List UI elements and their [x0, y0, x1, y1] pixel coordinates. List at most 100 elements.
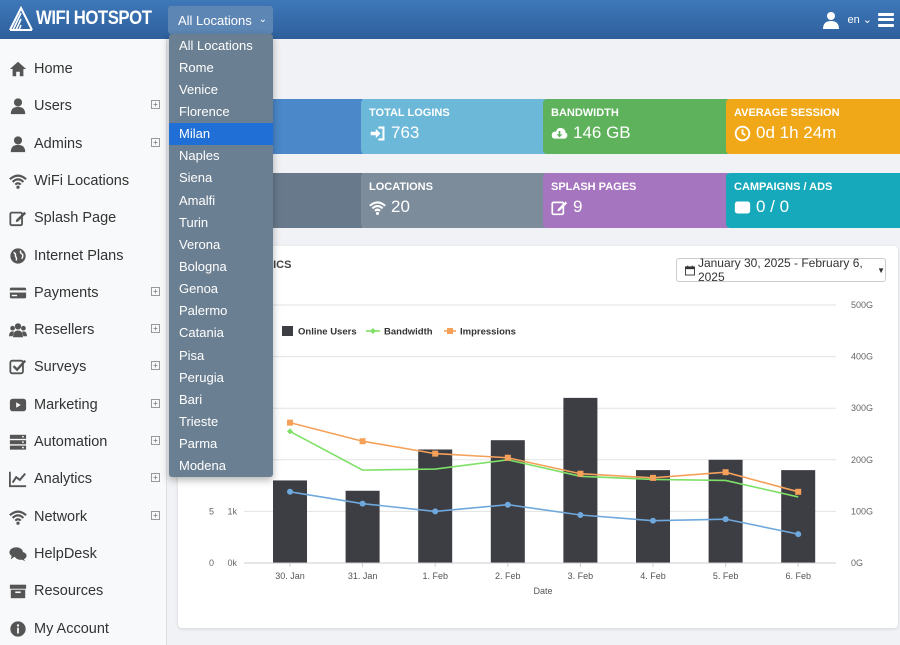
sidebar-item-my-account[interactable]: My Account: [0, 613, 167, 645]
location-option[interactable]: Florence: [179, 103, 230, 119]
location-select[interactable]: All Locations ⌄: [168, 6, 273, 34]
sidebar-item-resources[interactable]: Resources: [0, 575, 167, 607]
chart-point: [287, 428, 293, 435]
x-axis-tick-label: 30. Jan: [275, 571, 305, 581]
expand-icon[interactable]: +: [151, 473, 160, 483]
sidebar-item-label: Payments: [34, 284, 99, 301]
sidebar-item-users[interactable]: Users +: [0, 90, 167, 122]
sidebar-item-surveys[interactable]: Surveys +: [0, 351, 167, 383]
location-option[interactable]: Bari: [179, 391, 203, 407]
sidebar-item-admins[interactable]: Admins +: [0, 128, 167, 160]
expand-icon[interactable]: +: [151, 286, 160, 296]
location-option[interactable]: Pisa: [179, 347, 205, 363]
stat-card[interactable]: AVERAGE SESSION 0d 1h 24m: [726, 99, 900, 154]
expand-icon[interactable]: +: [151, 398, 160, 408]
x-axis-tick-label: 4. Feb: [640, 571, 666, 581]
location-option[interactable]: Naples: [179, 148, 220, 164]
location-option[interactable]: Bologna: [179, 259, 227, 274]
date-range-picker[interactable]: January 30, 2025 - February 6, 2025 ▼: [676, 256, 886, 284]
sidebar-item-helpdesk[interactable]: HelpDesk: [0, 538, 167, 570]
left-axis-outer-tick-label: 5: [209, 506, 214, 516]
sidebar-item-home[interactable]: Home: [0, 53, 167, 85]
chart-bar: [563, 397, 598, 563]
menu-icon[interactable]: [878, 12, 894, 27]
sidebar-item-splash-page[interactable]: Splash Page: [0, 202, 167, 234]
legend-marker: [447, 328, 453, 334]
sidebar-item-internet-plans[interactable]: Internet Plans: [0, 240, 167, 272]
location-option[interactable]: Perugia: [179, 369, 224, 385]
left-axis-outer-tick-label: 0: [209, 558, 214, 568]
legend-swatch: [282, 326, 293, 336]
expand-icon[interactable]: +: [151, 510, 160, 520]
location-option[interactable]: Amalfi: [179, 192, 216, 208]
expand-icon[interactable]: +: [151, 361, 160, 371]
expand-icon[interactable]: +: [151, 324, 160, 334]
chart-series-line: [289, 430, 799, 498]
wifi-icon: [8, 508, 28, 526]
sidebar-item-resellers[interactable]: Resellers +: [0, 314, 167, 346]
right-axis-tick-label: 0G: [851, 558, 863, 568]
language-select[interactable]: en ⌄: [847, 14, 872, 26]
server-icon: [8, 433, 28, 451]
chart-series-line: [289, 491, 799, 535]
sign-in-icon: [369, 125, 386, 142]
line-chart-icon: [8, 470, 28, 488]
location-option[interactable]: Siena: [179, 170, 213, 186]
x-axis-tick-label: 2. Feb: [495, 571, 521, 581]
right-axis-tick-label: 300G: [851, 403, 873, 413]
stat-card[interactable]: CAMPAIGNS / ADS 0 / 0: [726, 173, 900, 228]
user-icon[interactable]: [823, 11, 840, 29]
location-option[interactable]: Palermo: [179, 303, 228, 319]
location-option[interactable]: Modena: [179, 458, 226, 474]
sidebar-item-label: Home: [34, 61, 73, 77]
stat-card[interactable]: SPLASH PAGES 9: [543, 173, 731, 228]
brand-logo[interactable]: WIFI HOTSPOT: [8, 5, 167, 33]
location-option[interactable]: Rome: [179, 59, 214, 75]
location-option[interactable]: Catania: [179, 325, 224, 341]
sidebar-item-network[interactable]: Network +: [0, 501, 167, 533]
location-option[interactable]: Turin: [179, 214, 209, 230]
location-option[interactable]: Parma: [179, 436, 218, 452]
stat-card-title: SPLASH PAGES: [551, 181, 637, 193]
x-axis-tick-label: 1. Feb: [422, 571, 448, 581]
x-axis-tick-label: 6. Feb: [785, 571, 811, 581]
stat-card[interactable]: BANDWIDTH 146 GB: [543, 99, 731, 154]
location-option[interactable]: All Locations: [179, 37, 253, 53]
chart-bar: [418, 449, 453, 563]
location-option[interactable]: Genoa: [179, 281, 219, 297]
wifi-logo-icon: [9, 6, 33, 31]
stat-card[interactable]: LOCATIONS 20: [361, 173, 549, 228]
right-axis-tick-label: 200G: [851, 455, 873, 465]
x-axis-label: Date: [533, 586, 552, 596]
sidebar-item-payments[interactable]: Payments +: [0, 277, 167, 309]
chart-bar: [781, 470, 816, 563]
sidebar-item-automation[interactable]: Automation +: [0, 426, 167, 458]
expand-icon[interactable]: +: [151, 137, 160, 147]
expand-icon[interactable]: +: [151, 436, 160, 445]
wifi-icon: [8, 172, 28, 190]
sidebar-item-label: My Account: [34, 620, 109, 637]
right-axis-tick-label: 100G: [851, 506, 873, 516]
sidebar-item-wifi-locations[interactable]: WiFi Locations: [0, 165, 167, 197]
location-option[interactable]: Milan: [169, 122, 273, 145]
legend-label: Impressions: [460, 327, 516, 338]
stat-card[interactable]: TOTAL LOGINS 763: [361, 99, 549, 154]
expand-icon[interactable]: +: [151, 100, 160, 110]
location-option[interactable]: Venice: [179, 81, 219, 97]
stat-card-value: 0 / 0: [756, 197, 790, 216]
chart-point: [577, 512, 584, 519]
sidebar-item-analytics[interactable]: Analytics +: [0, 463, 167, 495]
stat-card-title: AVERAGE SESSION: [734, 107, 840, 119]
location-option[interactable]: Verona: [179, 236, 221, 252]
chart-point: [650, 474, 656, 481]
comments-icon: [8, 545, 28, 563]
stat-card-title: BANDWIDTH: [551, 107, 619, 119]
location-select-value: All Locations: [178, 12, 252, 28]
location-option[interactable]: Trieste: [179, 414, 219, 430]
sidebar-item-label: WiFi Locations: [34, 172, 130, 189]
caret-down-icon: ▼: [877, 265, 885, 275]
sidebar-item-marketing[interactable]: Marketing +: [0, 389, 167, 421]
chart-point: [432, 508, 439, 515]
clock-icon: [734, 125, 751, 142]
chart-point: [359, 500, 366, 507]
